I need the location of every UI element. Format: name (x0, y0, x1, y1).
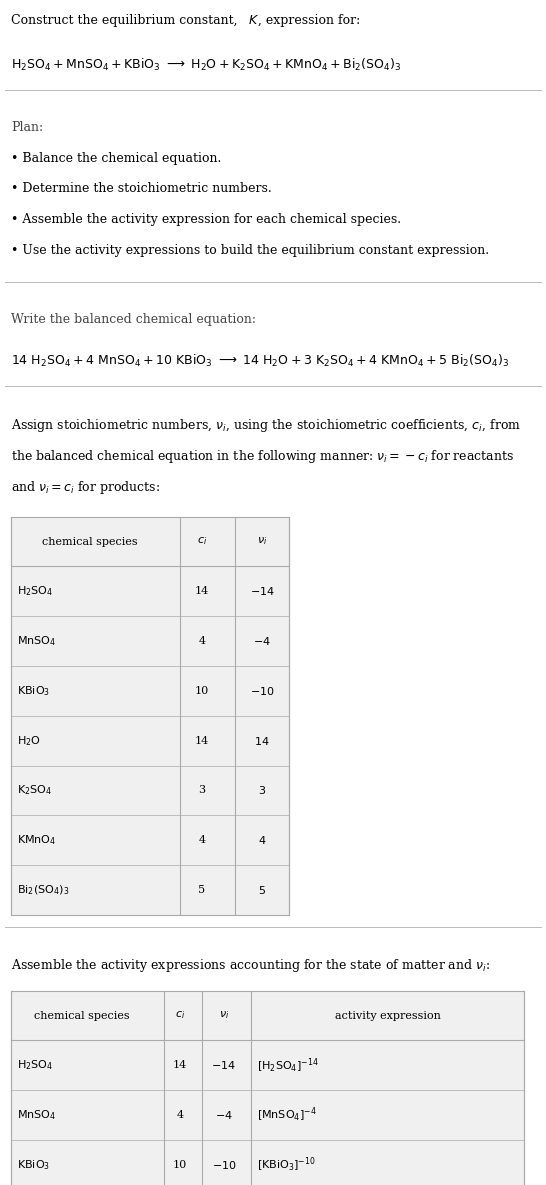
Text: $14$: $14$ (254, 735, 270, 747)
Text: $\mathrm{14\ H_2SO_4 + 4\ MnSO_4 + 10\ KBiO_3 \ \longrightarrow \ 14\ H_2O + 3\ : $\mathrm{14\ H_2SO_4 + 4\ MnSO_4 + 10\ K… (11, 353, 509, 370)
Text: $\mathrm{H_2SO_4}$: $\mathrm{H_2SO_4}$ (17, 1058, 54, 1072)
Text: chemical species: chemical species (42, 537, 138, 546)
Text: and $\nu_i = c_i$ for products:: and $\nu_i = c_i$ for products: (11, 479, 160, 495)
Text: Assign stoichiometric numbers, $\nu_i$, using the stoichiometric coefficients, $: Assign stoichiometric numbers, $\nu_i$, … (11, 417, 521, 434)
Text: 10: 10 (195, 686, 209, 696)
Text: • Balance the chemical equation.: • Balance the chemical equation. (11, 152, 221, 165)
Text: • Use the activity expressions to build the equilibrium constant expression.: • Use the activity expressions to build … (11, 244, 489, 257)
Text: $c_i$: $c_i$ (175, 1010, 185, 1021)
Text: $3$: $3$ (258, 784, 266, 796)
Text: $-10$: $-10$ (250, 685, 275, 697)
Text: $4$: $4$ (258, 834, 266, 846)
Text: 4: 4 (176, 1110, 184, 1120)
Text: $\mathrm{H_2SO_4 + MnSO_4 + KBiO_3 \ \longrightarrow \ H_2O + K_2SO_4 + KMnO_4 +: $\mathrm{H_2SO_4 + MnSO_4 + KBiO_3 \ \lo… (11, 57, 401, 73)
Text: • Assemble the activity expression for each chemical species.: • Assemble the activity expression for e… (11, 213, 401, 226)
Text: $\mathrm{MnSO_4}$: $\mathrm{MnSO_4}$ (17, 1108, 57, 1122)
Text: $\mathrm{KMnO_4}$: $\mathrm{KMnO_4}$ (17, 833, 57, 847)
Text: $\nu_i$: $\nu_i$ (219, 1010, 229, 1021)
Text: 4: 4 (198, 835, 206, 845)
Text: $5$: $5$ (258, 884, 266, 896)
Text: $-4$: $-4$ (253, 635, 271, 647)
Text: $\mathrm{MnSO_4}$: $\mathrm{MnSO_4}$ (17, 634, 57, 648)
Text: $-10$: $-10$ (211, 1159, 236, 1171)
Text: 5: 5 (198, 885, 206, 895)
Text: $c_i$: $c_i$ (197, 536, 207, 547)
Text: Write the balanced chemical equation:: Write the balanced chemical equation: (11, 313, 256, 326)
Text: 14: 14 (173, 1061, 187, 1070)
Text: 4: 4 (198, 636, 206, 646)
Text: 10: 10 (173, 1160, 187, 1170)
Text: $K$: $K$ (248, 14, 259, 27)
Text: $\nu_i$: $\nu_i$ (257, 536, 267, 547)
FancyBboxPatch shape (11, 991, 524, 1185)
Text: $[\mathrm{MnSO_4}]^{-4}$: $[\mathrm{MnSO_4}]^{-4}$ (257, 1106, 316, 1125)
FancyBboxPatch shape (11, 517, 289, 915)
Text: 14: 14 (195, 587, 209, 596)
Text: $\mathrm{H_2SO_4}$: $\mathrm{H_2SO_4}$ (17, 584, 54, 598)
Text: $[\mathrm{H_2SO_4}]^{-14}$: $[\mathrm{H_2SO_4}]^{-14}$ (257, 1056, 318, 1075)
Text: activity expression: activity expression (335, 1011, 441, 1020)
Text: $\mathrm{H_2O}$: $\mathrm{H_2O}$ (17, 734, 41, 748)
Text: $[\mathrm{KBiO_3}]^{-10}$: $[\mathrm{KBiO_3}]^{-10}$ (257, 1155, 316, 1174)
Text: $\mathrm{K_2SO_4}$: $\mathrm{K_2SO_4}$ (17, 783, 52, 798)
Text: Assemble the activity expressions accounting for the state of matter and $\nu_i$: Assemble the activity expressions accoun… (11, 957, 490, 974)
Text: 14: 14 (195, 736, 209, 745)
Text: $-4$: $-4$ (215, 1109, 233, 1121)
Text: , expression for:: , expression for: (258, 14, 360, 27)
Text: $\mathrm{KBiO_3}$: $\mathrm{KBiO_3}$ (17, 684, 51, 698)
Text: Plan:: Plan: (11, 121, 43, 134)
Text: the balanced chemical equation in the following manner: $\nu_i = -c_i$ for react: the balanced chemical equation in the fo… (11, 448, 514, 465)
Text: • Determine the stoichiometric numbers.: • Determine the stoichiometric numbers. (11, 182, 272, 196)
Text: 3: 3 (198, 786, 206, 795)
Text: $-14$: $-14$ (211, 1059, 236, 1071)
Text: Construct the equilibrium constant,: Construct the equilibrium constant, (11, 14, 241, 27)
Text: $\mathrm{Bi_2(SO_4)_3}$: $\mathrm{Bi_2(SO_4)_3}$ (17, 883, 70, 897)
Text: $-14$: $-14$ (250, 585, 275, 597)
Text: $\mathrm{KBiO_3}$: $\mathrm{KBiO_3}$ (17, 1158, 51, 1172)
Text: chemical species: chemical species (34, 1011, 130, 1020)
